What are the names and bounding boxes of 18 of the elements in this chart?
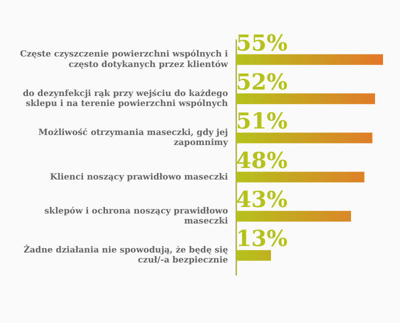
bar bbox=[236, 210, 351, 222]
bar bbox=[236, 172, 364, 182]
y-tick-label: sklepów i ochrona noszący prawidłowo maseczki bbox=[44, 206, 229, 227]
data-label: 52% bbox=[236, 69, 288, 96]
data-label: 51% bbox=[236, 108, 288, 135]
bar bbox=[236, 132, 372, 144]
data-label: 48% bbox=[236, 148, 288, 174]
y-tick-label: Możliwość otrzymania maseczki, gdy jej zapomnimy bbox=[38, 128, 230, 148]
data-label: 43% bbox=[236, 186, 288, 213]
data-label: 55% bbox=[236, 30, 288, 56]
bar bbox=[236, 54, 383, 65]
y-tick-label: Klienci noszący prawidłowo maseczki bbox=[50, 172, 229, 182]
y-tick-label: do dezynfekcji rąk przy wejściu do każdego sklepu i na terenie powierzchni wspólnych bbox=[22, 88, 228, 110]
bar bbox=[236, 250, 271, 261]
y-tick-label: Częste czyszczenie powierzchni wspólnych i często dotykanych przez klientów bbox=[20, 50, 229, 70]
data-label: 13% bbox=[236, 226, 288, 252]
bar bbox=[236, 93, 375, 104]
y-tick-label: Żadne działania nie spowodują, że będę się czuł/-a bezpiecznie bbox=[24, 244, 229, 266]
